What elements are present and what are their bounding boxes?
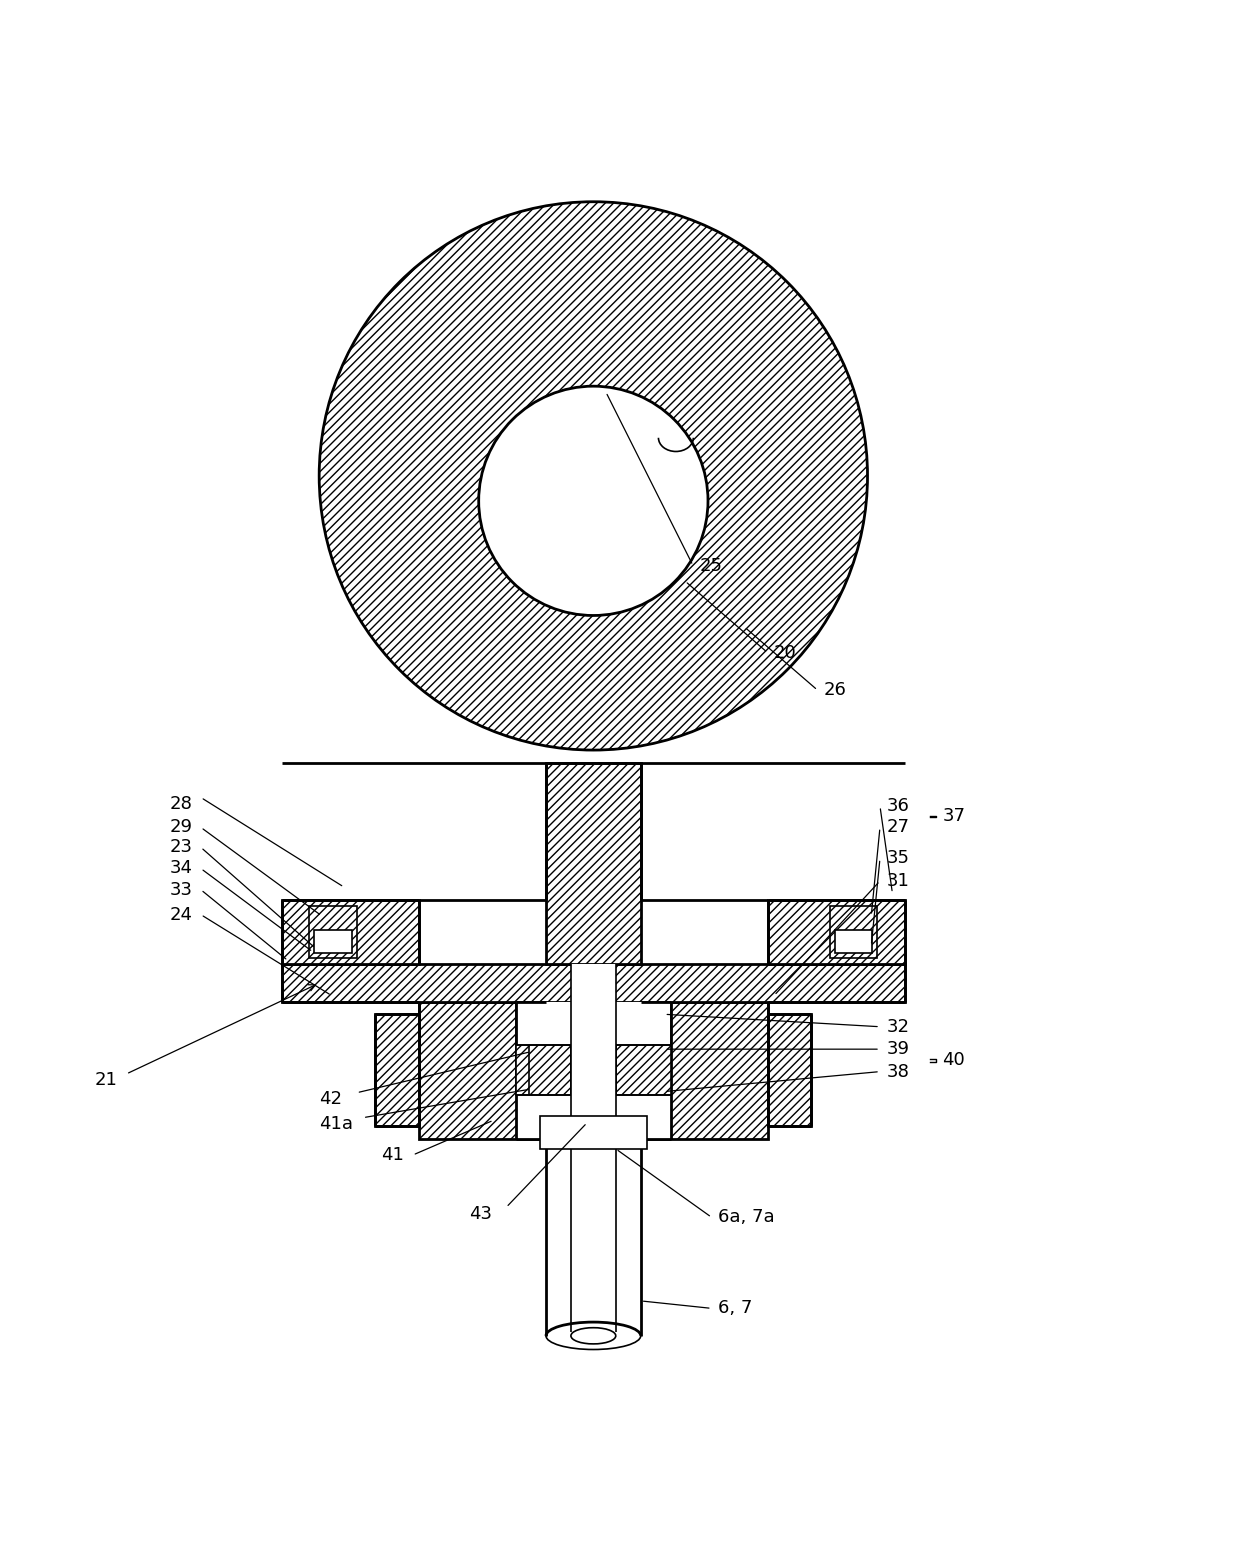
- Text: 6, 7: 6, 7: [718, 1299, 752, 1317]
- Text: 23: 23: [170, 839, 192, 856]
- Bar: [540, 1116, 647, 1149]
- Circle shape: [320, 202, 868, 750]
- Text: 40: 40: [942, 1051, 965, 1070]
- Text: 36: 36: [887, 797, 909, 815]
- Text: 28: 28: [170, 795, 192, 812]
- Text: 31: 31: [887, 873, 909, 890]
- Text: 41: 41: [381, 1145, 405, 1164]
- Text: 35: 35: [887, 849, 909, 868]
- Text: 43: 43: [468, 1204, 492, 1223]
- Circle shape: [478, 386, 708, 615]
- Polygon shape: [516, 1045, 571, 1096]
- Text: 41a: 41a: [320, 1114, 353, 1133]
- Text: 42: 42: [320, 1090, 342, 1108]
- Bar: [571, 1070, 616, 1350]
- Text: 6a, 7a: 6a, 7a: [718, 1209, 774, 1226]
- Polygon shape: [616, 1045, 671, 1096]
- Bar: [315, 930, 351, 953]
- Text: 33: 33: [170, 880, 192, 899]
- Text: 32: 32: [887, 1018, 909, 1035]
- Bar: [836, 930, 873, 953]
- Text: 25: 25: [699, 556, 722, 575]
- Text: 24: 24: [170, 905, 192, 924]
- Polygon shape: [768, 1014, 812, 1127]
- Text: 37: 37: [942, 808, 965, 825]
- Polygon shape: [418, 1001, 768, 1139]
- Text: 27: 27: [887, 818, 909, 837]
- Text: 39: 39: [887, 1040, 909, 1059]
- Polygon shape: [546, 763, 641, 964]
- Polygon shape: [310, 905, 356, 958]
- Text: 26: 26: [824, 682, 847, 699]
- Polygon shape: [282, 899, 418, 964]
- Text: 38: 38: [887, 1063, 909, 1080]
- Polygon shape: [375, 1014, 418, 1127]
- Bar: [516, 1001, 671, 1139]
- Polygon shape: [282, 964, 904, 1001]
- Text: 21: 21: [95, 1071, 117, 1090]
- Bar: [571, 1045, 616, 1096]
- Text: 34: 34: [170, 859, 192, 877]
- Polygon shape: [831, 905, 878, 958]
- Bar: [571, 964, 616, 1116]
- Text: 20: 20: [774, 643, 797, 662]
- Text: 29: 29: [170, 818, 192, 837]
- Polygon shape: [768, 899, 904, 964]
